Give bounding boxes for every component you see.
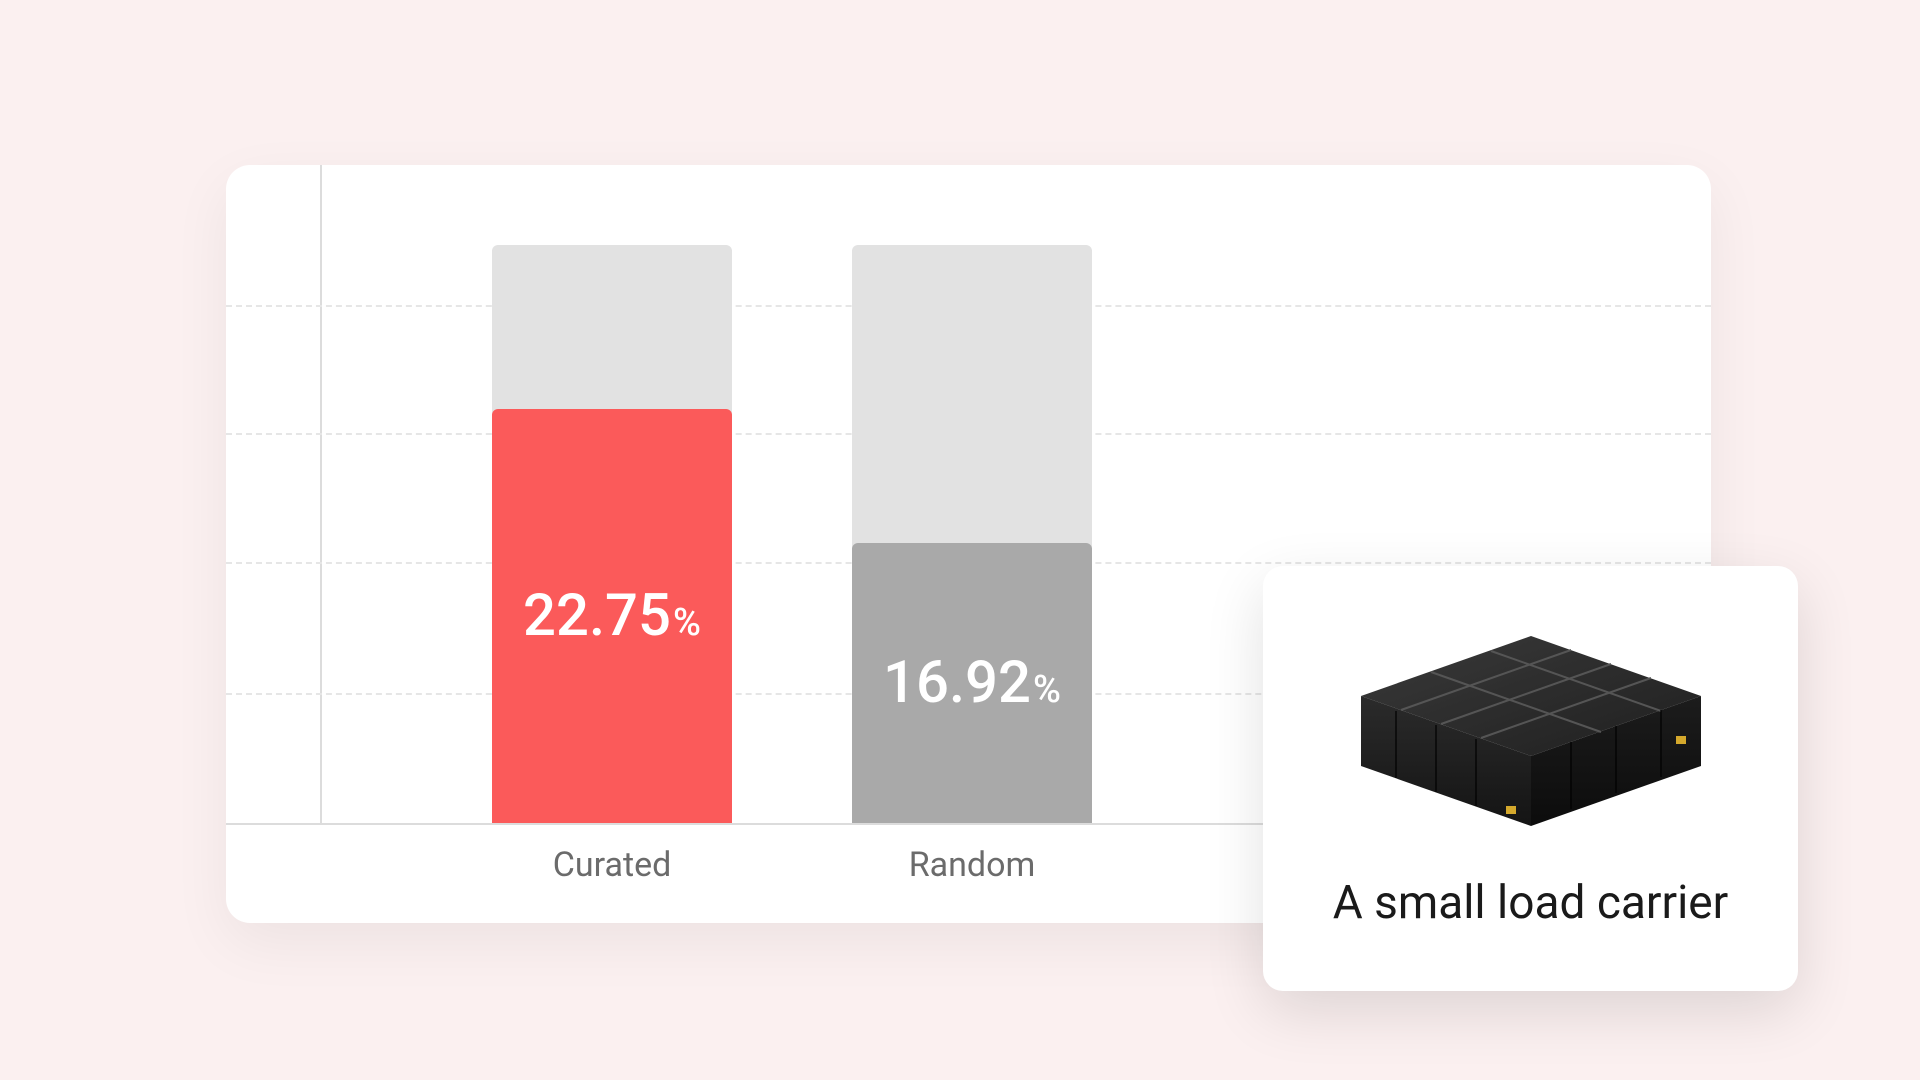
y-axis: [320, 165, 322, 825]
bar-fill: 22.75%: [492, 409, 732, 823]
bar-value-suffix: %: [1033, 668, 1061, 712]
bar-value-suffix: %: [673, 601, 701, 645]
bar-label: Curated: [492, 845, 732, 885]
info-card: A small load carrier: [1263, 566, 1798, 991]
bar-random: 16.92% Random: [852, 245, 1092, 823]
bar-curated: 22.75% Curated: [492, 245, 732, 823]
load-carrier-icon: [1341, 596, 1721, 866]
bar-fill: 16.92%: [852, 543, 1092, 823]
bar-value-number: 22.75: [523, 582, 671, 650]
bar-value-number: 16.92: [883, 649, 1031, 717]
bar-label: Random: [852, 845, 1092, 885]
info-card-caption: A small load carrier: [1333, 876, 1729, 930]
bar-value: 22.75%: [523, 582, 701, 650]
info-card-image: [1341, 596, 1721, 866]
bar-value: 16.92%: [883, 649, 1061, 717]
